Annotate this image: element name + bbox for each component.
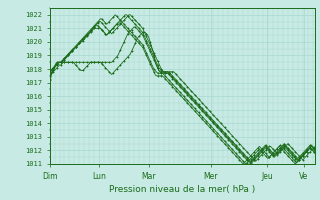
X-axis label: Pression niveau de la mer( hPa ): Pression niveau de la mer( hPa ) [109,185,256,194]
